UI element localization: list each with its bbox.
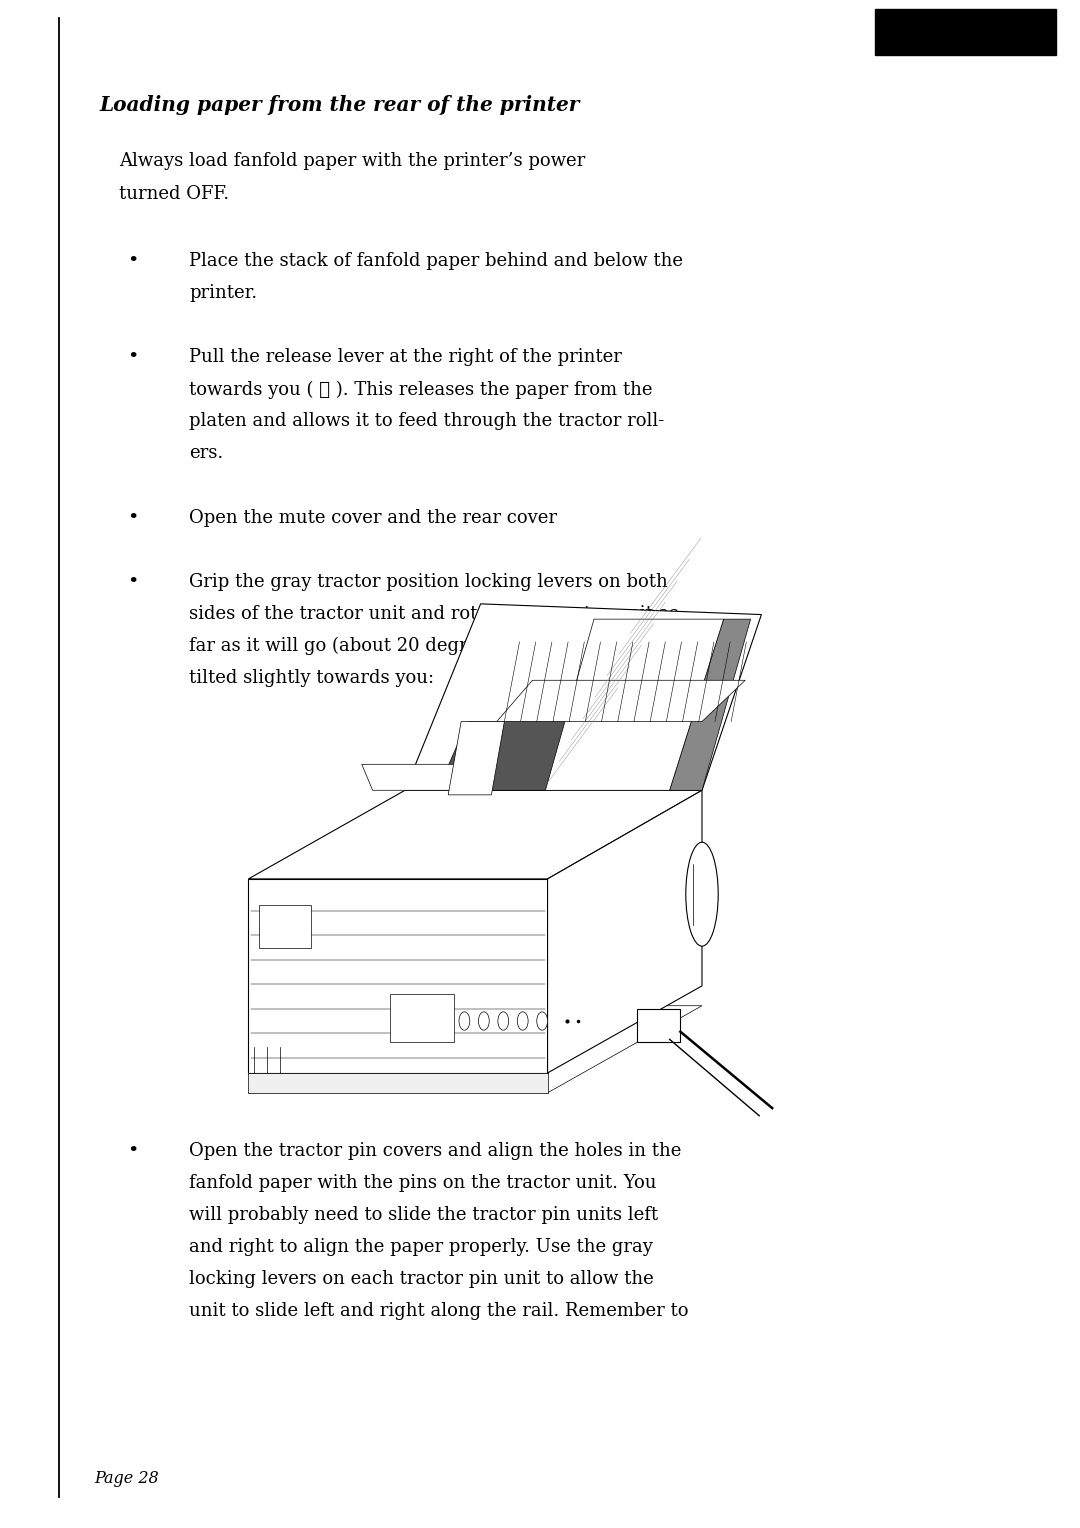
Text: Always load fanfold paper with the printer’s power: Always load fanfold paper with the print… (119, 153, 585, 171)
Polygon shape (670, 619, 751, 790)
Polygon shape (448, 721, 504, 795)
Text: Open the mute cover and the rear cover: Open the mute cover and the rear cover (189, 509, 557, 527)
Text: Page 28: Page 28 (94, 1470, 159, 1487)
FancyBboxPatch shape (390, 993, 454, 1042)
Text: sides of the tractor unit and rotate the tractor unit as: sides of the tractor unit and rotate the… (189, 605, 678, 623)
Text: •: • (127, 509, 139, 527)
FancyBboxPatch shape (637, 1008, 680, 1042)
Polygon shape (248, 790, 702, 879)
Polygon shape (248, 1005, 702, 1093)
Text: unit to slide left and right along the rail. Remember to: unit to slide left and right along the r… (189, 1302, 689, 1320)
Text: •: • (127, 573, 139, 591)
Text: •: • (127, 1141, 139, 1160)
Text: Pull the release lever at the right of the printer: Pull the release lever at the right of t… (189, 348, 622, 367)
Text: Loading paper from the rear of the printer: Loading paper from the rear of the print… (99, 95, 580, 115)
Text: •: • (127, 348, 139, 367)
Polygon shape (548, 790, 702, 1073)
Text: turned OFF.: turned OFF. (119, 185, 229, 203)
Text: Open the tractor pin covers and align the holes in the: Open the tractor pin covers and align th… (189, 1141, 681, 1160)
Text: will probably need to slide the tractor pin units left: will probably need to slide the tractor … (189, 1206, 658, 1224)
Ellipse shape (537, 1012, 548, 1030)
Text: Grip the gray tractor position locking levers on both: Grip the gray tractor position locking l… (189, 573, 667, 591)
Polygon shape (545, 619, 724, 790)
Text: towards you ( ≣ ). This releases the paper from the: towards you ( ≣ ). This releases the pap… (189, 380, 652, 399)
Polygon shape (437, 721, 718, 790)
Ellipse shape (478, 1012, 489, 1030)
Text: •: • (127, 252, 139, 270)
Text: locking levers on each tractor pin unit to allow the: locking levers on each tractor pin unit … (189, 1270, 653, 1288)
Text: fanfold paper with the pins on the tractor unit. You: fanfold paper with the pins on the tract… (189, 1174, 657, 1192)
Polygon shape (248, 1073, 548, 1093)
FancyBboxPatch shape (259, 905, 311, 947)
Ellipse shape (498, 1012, 509, 1030)
Polygon shape (405, 604, 761, 790)
Text: and right to align the paper properly. Use the gray: and right to align the paper properly. U… (189, 1238, 653, 1256)
Ellipse shape (459, 1012, 470, 1030)
Text: tilted slightly towards you:: tilted slightly towards you: (189, 669, 434, 688)
Text: printer.: printer. (189, 284, 257, 303)
FancyBboxPatch shape (875, 9, 1056, 55)
Ellipse shape (517, 1012, 528, 1030)
Ellipse shape (686, 842, 718, 946)
Polygon shape (248, 879, 548, 1073)
Polygon shape (497, 680, 745, 721)
Polygon shape (362, 764, 470, 790)
Text: platen and allows it to feed through the tractor roll-: platen and allows it to feed through the… (189, 413, 664, 431)
Text: Place the stack of fanfold paper behind and below the: Place the stack of fanfold paper behind … (189, 252, 683, 270)
Text: far as it will go (about 20 degrees) so that the top is: far as it will go (about 20 degrees) so … (189, 637, 665, 656)
Text: ers.: ers. (189, 445, 224, 463)
